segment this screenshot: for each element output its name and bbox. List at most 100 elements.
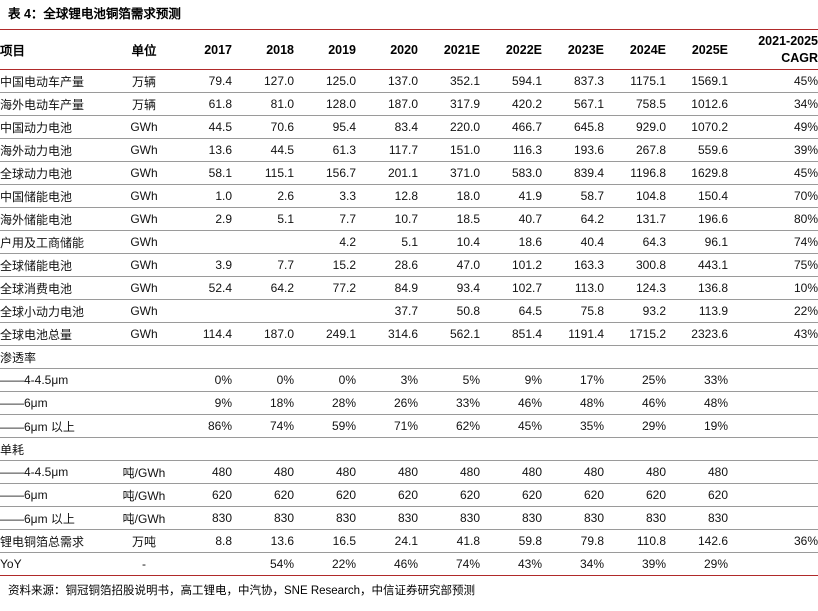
value-cell: 5%: [418, 368, 480, 392]
value-cell: 830: [294, 506, 356, 530]
cagr-cell: [728, 483, 818, 507]
value-cell: 645.8: [542, 115, 604, 139]
value-cell: 41.9: [480, 184, 542, 208]
header-cell-year-2019: 2019: [294, 29, 356, 70]
row-unit: GWh: [118, 207, 170, 231]
value-cell: 29%: [604, 414, 666, 438]
value-cell: 18.0: [418, 184, 480, 208]
value-cell: 48%: [542, 391, 604, 415]
row-label: 全球动力电池: [0, 161, 118, 185]
value-cell: 113.9: [666, 299, 728, 323]
value-cell: 64.3: [604, 230, 666, 254]
table-row: 中国储能电池 GWh 1.0 2.6 3.3 12.8 18.0 41.9 58.7 104.8 1…: [0, 184, 818, 208]
header-cell-year-2023E: 2023E: [542, 29, 604, 70]
table-row: ——6μm 吨/GWh 620 620 620 620 620 620 620 620 620: [0, 483, 818, 507]
value-cell: 13.6: [232, 529, 294, 553]
value-cell: 443.1: [666, 253, 728, 277]
value-cell: 2.9: [170, 207, 232, 231]
row-unit: [118, 414, 170, 438]
header-cell-year-2021E: 2021E: [418, 29, 480, 70]
row-label: ——4-4.5μm: [0, 460, 118, 484]
cagr-cell: 80%: [728, 207, 818, 231]
row-label: 中国储能电池: [0, 184, 118, 208]
header-cell-year-2025E: 2025E: [666, 29, 728, 70]
value-cell: 163.3: [542, 253, 604, 277]
value-cell: 480: [170, 460, 232, 484]
value-cell: 79.4: [170, 69, 232, 93]
row-unit: 吨/GWh: [118, 506, 170, 530]
table-row: 全球消费电池 GWh 52.4 64.2 77.2 84.9 93.4 102.7 113.0 1…: [0, 276, 818, 300]
value-cell: 25%: [604, 368, 666, 392]
row-label: ——6μm: [0, 391, 118, 415]
value-cell: 1.0: [170, 184, 232, 208]
value-cell: [604, 437, 666, 461]
row-unit: GWh: [118, 184, 170, 208]
value-cell: [170, 437, 232, 461]
row-label: 中国动力电池: [0, 115, 118, 139]
value-cell: 562.1: [418, 322, 480, 346]
row-unit: GWh: [118, 161, 170, 185]
table-row: 全球储能电池 GWh 3.9 7.7 15.2 28.6 47.0 101.2 163.3 300…: [0, 253, 818, 277]
section-row: 渗透率: [0, 345, 818, 369]
value-cell: 830: [666, 506, 728, 530]
row-label: 海外储能电池: [0, 207, 118, 231]
value-cell: 58.1: [170, 161, 232, 185]
value-cell: 317.9: [418, 92, 480, 116]
value-cell: 7.7: [294, 207, 356, 231]
header-cell-unit: 单位: [118, 29, 170, 70]
row-unit: 吨/GWh: [118, 460, 170, 484]
value-cell: 54%: [232, 552, 294, 576]
row-unit: GWh: [118, 299, 170, 323]
value-cell: 113.0: [542, 276, 604, 300]
value-cell: 559.6: [666, 138, 728, 162]
value-cell: 124.3: [604, 276, 666, 300]
table-row: 户用及工商储能 GWh 4.2 5.1 10.4 18.6 40.4 64.3 96.1 74%: [0, 230, 818, 254]
header-cell-year-2017: 2017: [170, 29, 232, 70]
table-row: YoY - 54% 22% 46% 74% 43% 34% 39% 29%: [0, 552, 818, 576]
value-cell: 40.7: [480, 207, 542, 231]
value-cell: 86%: [170, 414, 232, 438]
value-cell: 3.3: [294, 184, 356, 208]
cagr-cell: 43%: [728, 322, 818, 346]
value-cell: 249.1: [294, 322, 356, 346]
value-cell: 18.5: [418, 207, 480, 231]
cagr-cell: [728, 552, 818, 576]
cagr-cell: 34%: [728, 92, 818, 116]
row-label: 锂电铜箔总需求: [0, 529, 118, 553]
cagr-cell: [728, 391, 818, 415]
row-unit: -: [118, 552, 170, 576]
value-cell: 620: [542, 483, 604, 507]
row-unit: [118, 437, 170, 461]
value-cell: 1012.6: [666, 92, 728, 116]
value-cell: 136.8: [666, 276, 728, 300]
row-unit: GWh: [118, 276, 170, 300]
value-cell: 137.0: [356, 69, 418, 93]
cagr-cell: 36%: [728, 529, 818, 553]
value-cell: 187.0: [232, 322, 294, 346]
value-cell: 17%: [542, 368, 604, 392]
cagr-cell: [728, 414, 818, 438]
value-cell: [480, 345, 542, 369]
table-row: ——6μm 以上 86% 74% 59% 71% 62% 45% 35% 29% 19%: [0, 414, 818, 438]
row-label: 海外电动车产量: [0, 92, 118, 116]
header-cell-item: 项目: [0, 29, 118, 70]
section-label: 渗透率: [0, 345, 118, 369]
row-label: 全球消费电池: [0, 276, 118, 300]
row-label: 中国电动车产量: [0, 69, 118, 93]
row-unit: GWh: [118, 230, 170, 254]
header-cell-year-2018: 2018: [232, 29, 294, 70]
value-cell: 46%: [480, 391, 542, 415]
value-cell: [170, 299, 232, 323]
value-cell: 620: [666, 483, 728, 507]
header-row: 项目 单位 2017 2018 2019 2020 2021E 2022E 2023E 2024E…: [0, 29, 818, 70]
value-cell: [232, 345, 294, 369]
value-cell: 480: [294, 460, 356, 484]
header-cell-year-2024E: 2024E: [604, 29, 666, 70]
value-cell: 0%: [232, 368, 294, 392]
value-cell: 59%: [294, 414, 356, 438]
value-cell: 93.4: [418, 276, 480, 300]
value-cell: 480: [480, 460, 542, 484]
value-cell: [170, 345, 232, 369]
value-cell: 5.1: [232, 207, 294, 231]
value-cell: 187.0: [356, 92, 418, 116]
